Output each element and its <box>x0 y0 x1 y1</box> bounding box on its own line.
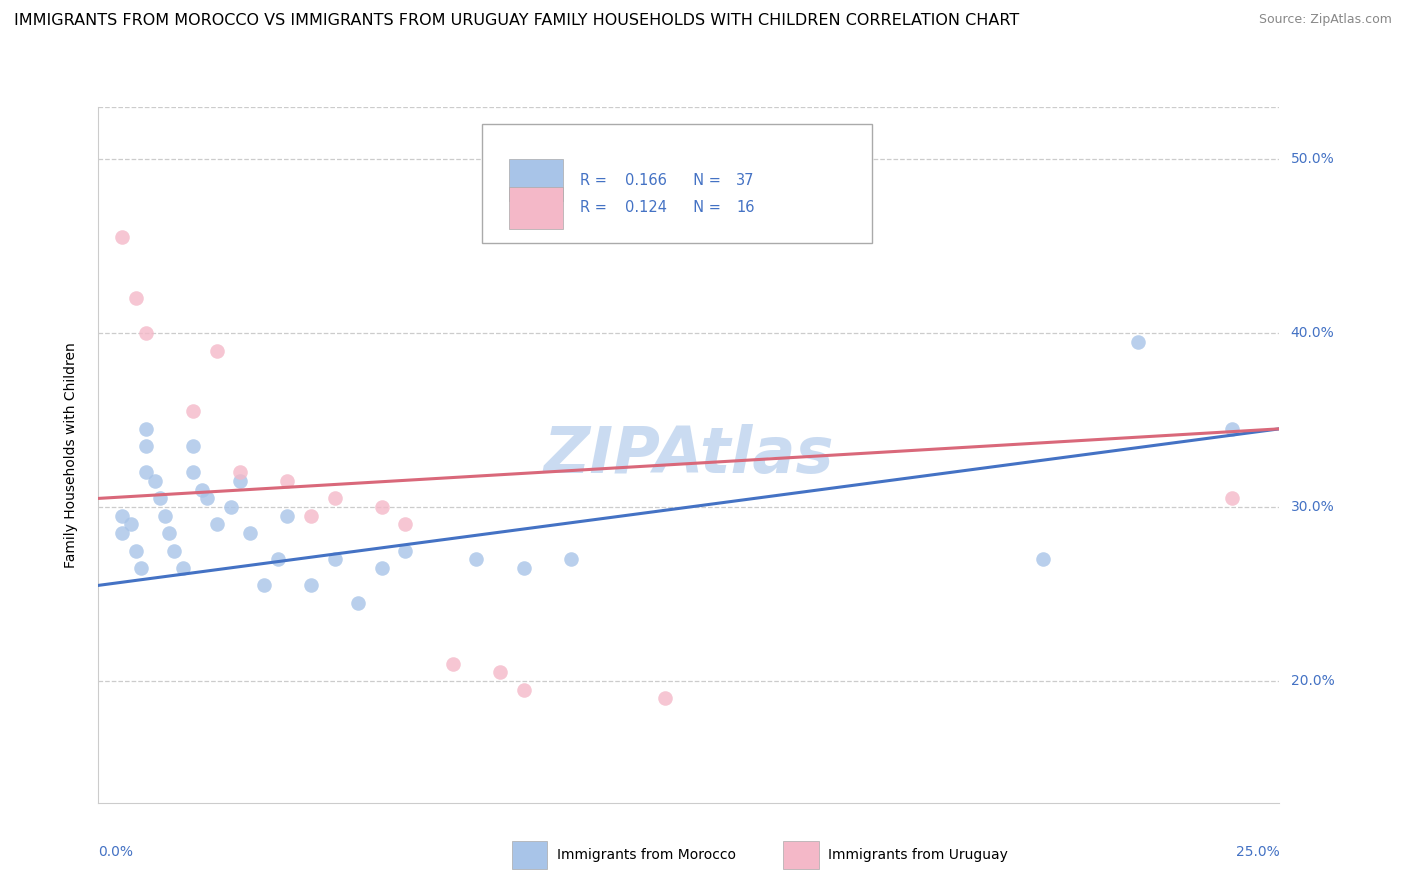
Point <box>129 561 152 575</box>
Point <box>1032 552 1054 566</box>
Point <box>347 596 370 610</box>
Point <box>157 526 180 541</box>
Point <box>489 665 512 680</box>
Point <box>121 517 143 532</box>
FancyBboxPatch shape <box>482 124 872 243</box>
Point <box>512 561 534 575</box>
Point <box>229 474 252 488</box>
Text: 0.124: 0.124 <box>626 201 668 216</box>
Text: 30.0%: 30.0% <box>1291 500 1334 514</box>
Point <box>1220 491 1243 506</box>
Text: 0.166: 0.166 <box>626 172 666 187</box>
Point <box>135 422 157 436</box>
Point <box>1220 422 1243 436</box>
Bar <box>509 187 562 228</box>
Point <box>219 500 242 514</box>
Point <box>111 526 134 541</box>
Text: 0.0%: 0.0% <box>98 845 134 858</box>
Point <box>135 466 157 480</box>
Text: 25.0%: 25.0% <box>1236 845 1279 858</box>
Point <box>394 543 416 558</box>
Point <box>299 508 322 523</box>
Text: ZIPAtlas: ZIPAtlas <box>544 424 834 486</box>
Point <box>560 552 582 566</box>
Point <box>181 439 204 453</box>
Point <box>135 326 157 340</box>
Point <box>512 682 534 697</box>
Text: IMMIGRANTS FROM MOROCCO VS IMMIGRANTS FROM URUGUAY FAMILY HOUSEHOLDS WITH CHILDR: IMMIGRANTS FROM MOROCCO VS IMMIGRANTS FR… <box>14 13 1019 29</box>
Point <box>135 439 157 453</box>
Point <box>441 657 464 671</box>
Point <box>149 491 172 506</box>
Bar <box>783 841 818 869</box>
Point <box>181 404 204 418</box>
Point <box>371 561 394 575</box>
Bar <box>509 159 562 201</box>
Point <box>465 552 488 566</box>
Text: 37: 37 <box>737 172 755 187</box>
Bar <box>512 841 547 869</box>
Point <box>125 291 148 305</box>
Point <box>172 561 194 575</box>
Point <box>276 474 298 488</box>
Point <box>153 508 176 523</box>
Text: N =: N = <box>685 201 725 216</box>
Point <box>125 543 148 558</box>
Point <box>111 508 134 523</box>
Point <box>276 508 298 523</box>
Text: 20.0%: 20.0% <box>1291 674 1334 688</box>
Point <box>1126 334 1149 349</box>
Text: Immigrants from Uruguay: Immigrants from Uruguay <box>828 848 1008 862</box>
Text: Immigrants from Morocco: Immigrants from Morocco <box>557 848 735 862</box>
Point <box>323 552 346 566</box>
Point <box>143 474 166 488</box>
Text: R =: R = <box>581 172 612 187</box>
Point <box>195 491 218 506</box>
Text: N =: N = <box>685 172 725 187</box>
Point <box>371 500 394 514</box>
Text: Source: ZipAtlas.com: Source: ZipAtlas.com <box>1258 13 1392 27</box>
Text: 40.0%: 40.0% <box>1291 326 1334 340</box>
Point <box>181 466 204 480</box>
Point <box>748 195 770 210</box>
Point <box>163 543 186 558</box>
Text: 50.0%: 50.0% <box>1291 153 1334 166</box>
Text: R =: R = <box>581 201 612 216</box>
Point <box>253 578 276 592</box>
Point <box>654 691 676 706</box>
Y-axis label: Family Households with Children: Family Households with Children <box>63 342 77 568</box>
Point <box>205 343 228 358</box>
Point <box>299 578 322 592</box>
Point <box>229 466 252 480</box>
Text: 16: 16 <box>737 201 755 216</box>
Point <box>205 517 228 532</box>
Point <box>191 483 214 497</box>
Point <box>394 517 416 532</box>
Point <box>323 491 346 506</box>
Point <box>239 526 262 541</box>
Point <box>111 230 134 244</box>
Point <box>267 552 290 566</box>
